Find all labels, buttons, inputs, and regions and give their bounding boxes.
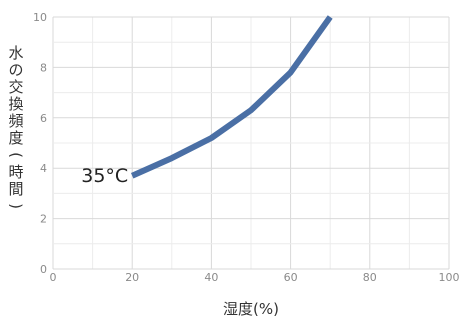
- x-axis-title: 湿度(%): [223, 300, 279, 318]
- y-tick-label: 10: [33, 11, 47, 24]
- y-axis-title-char: (: [7, 152, 25, 158]
- y-tick-label: 6: [40, 112, 47, 125]
- y-tick-label: 2: [40, 213, 47, 226]
- grid: [52, 16, 450, 270]
- x-tick-label: 20: [125, 271, 139, 284]
- x-tick-label: 80: [363, 271, 377, 284]
- y-axis-title-char: 間: [8, 180, 23, 198]
- y-axis-title-char: 時: [8, 163, 23, 181]
- y-axis-title-char: の: [8, 61, 23, 79]
- y-axis-title-char: 換: [8, 95, 23, 113]
- x-tick-label: 60: [284, 271, 298, 284]
- y-tick-labels: 0 2 4 6 8 10: [33, 11, 47, 276]
- series-line-35c: [130, 15, 333, 179]
- y-tick-label: 4: [40, 162, 47, 175]
- series-group: [130, 15, 333, 179]
- x-tick-labels: 0 20 40 60 80 100: [50, 271, 460, 284]
- y-tick-label: 0: [40, 263, 47, 276]
- y-axis-title-char: 頻: [8, 112, 23, 130]
- y-tick-label: 8: [40, 61, 47, 74]
- y-axis-title-char: ): [7, 203, 25, 209]
- series-label-35c: 35°C: [81, 165, 128, 187]
- x-tick-label: 40: [204, 271, 218, 284]
- y-axis-title-char: 度: [8, 129, 23, 147]
- y-axis-title-char: 交: [8, 78, 23, 96]
- x-tick-label: 100: [439, 271, 460, 284]
- y-axis-title-char: 水: [8, 44, 23, 62]
- x-tick-label: 0: [50, 271, 57, 284]
